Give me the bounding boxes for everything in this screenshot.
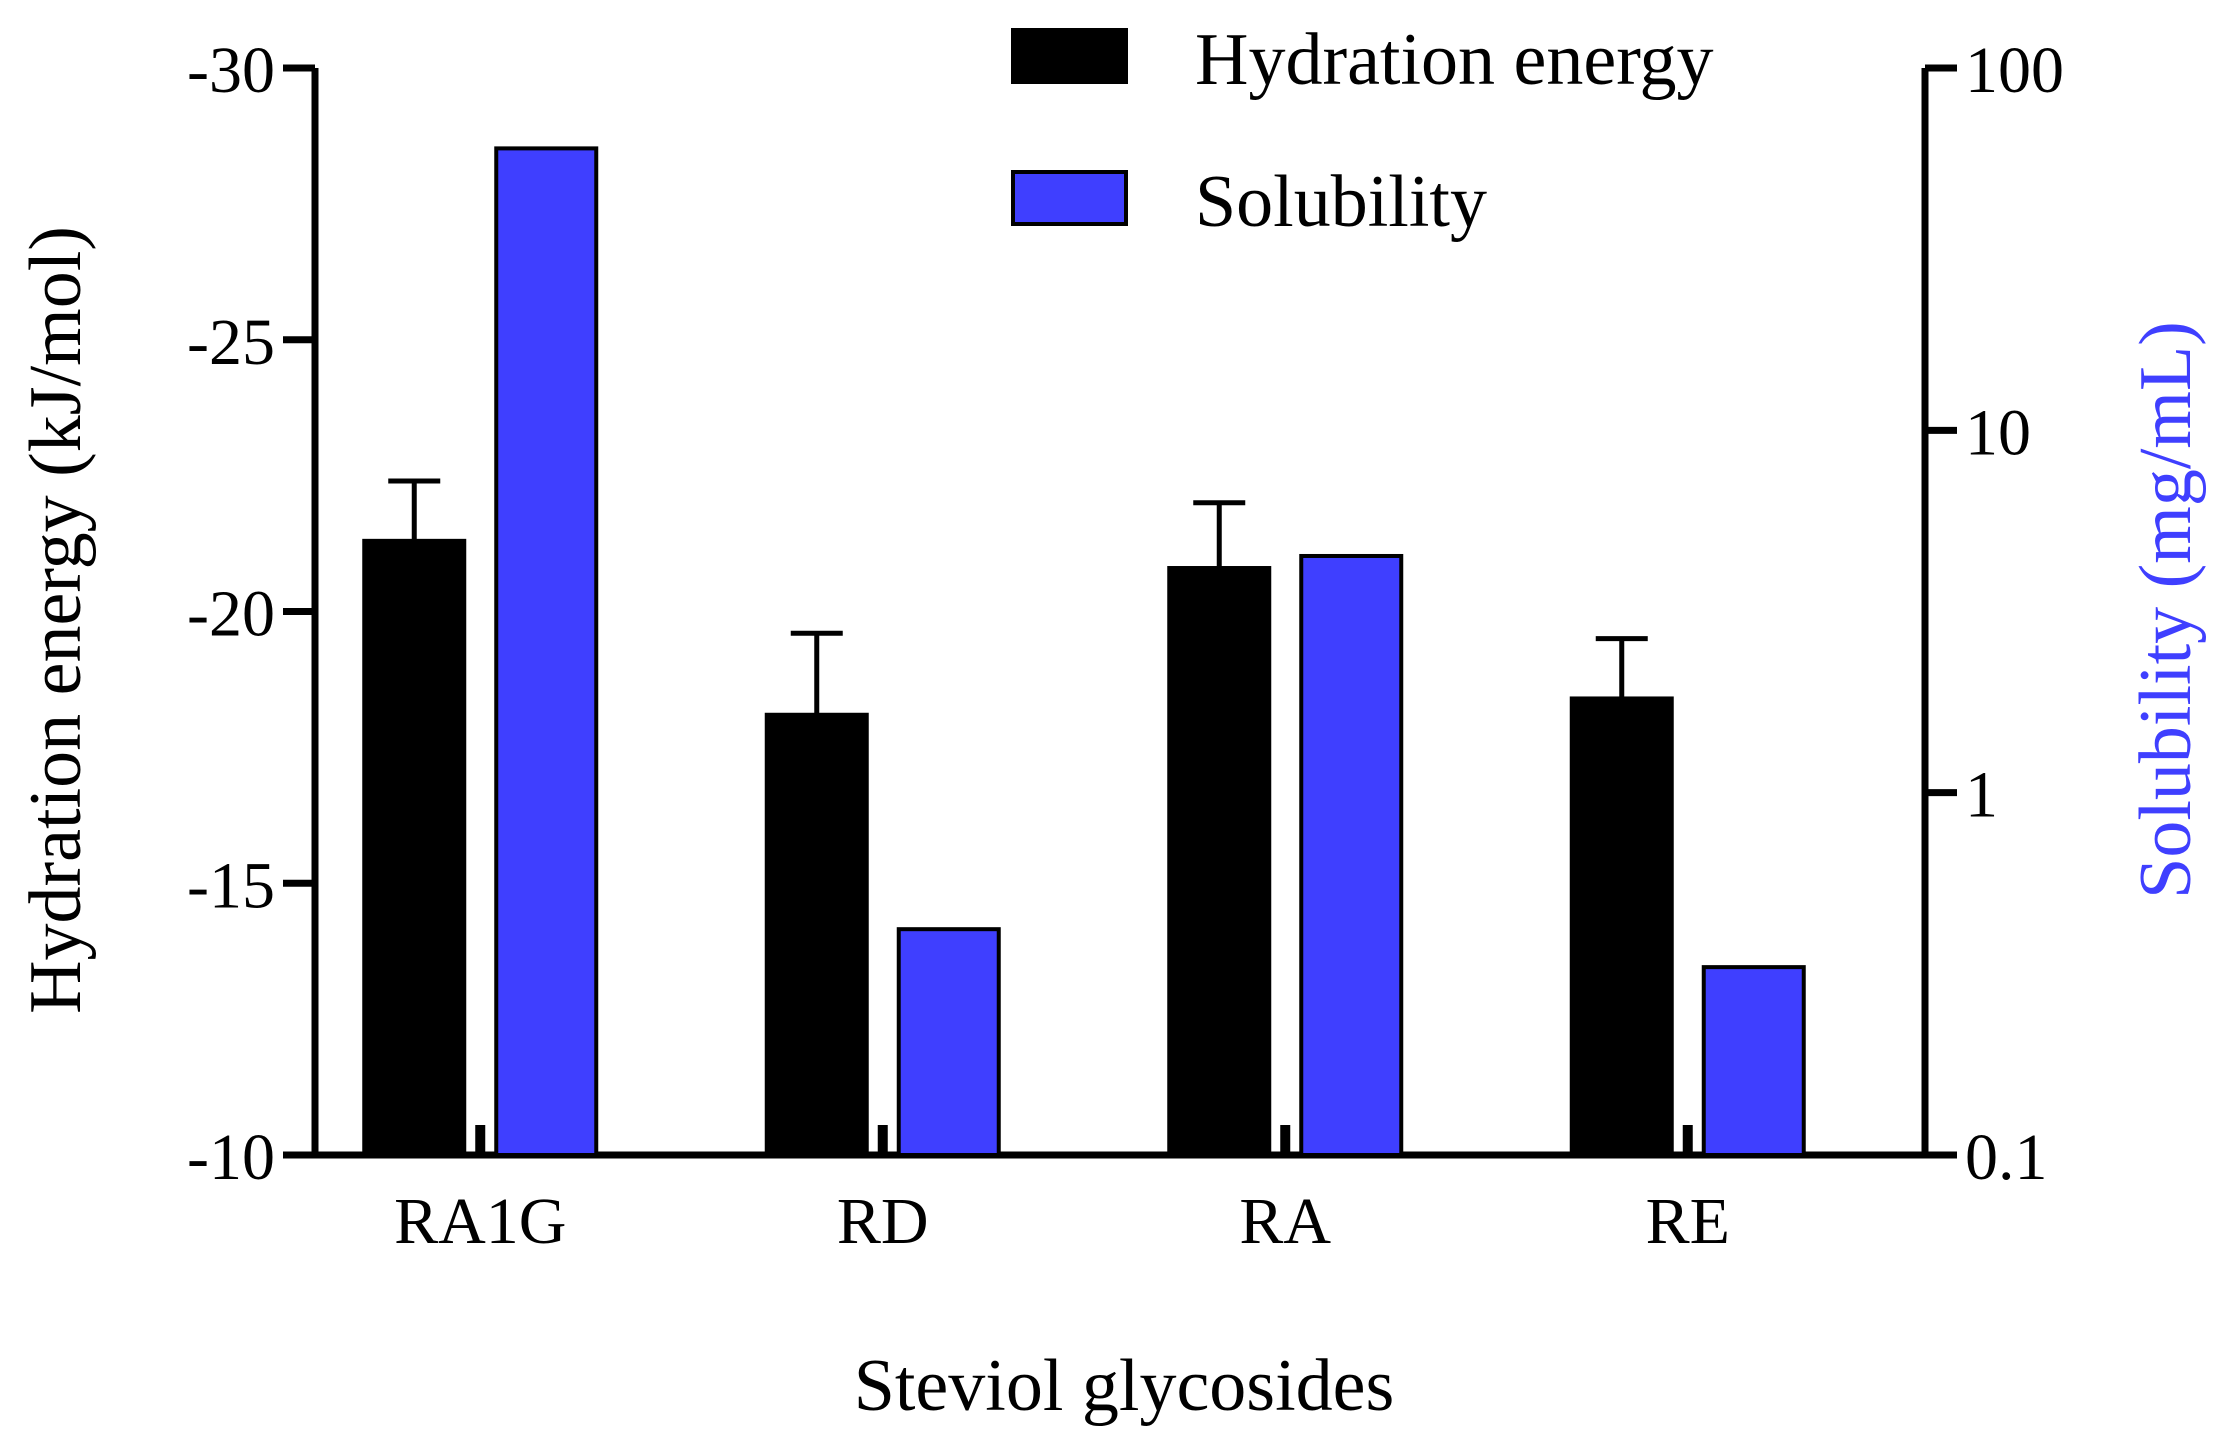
y-tick-label: -25 — [187, 306, 275, 379]
y2-tick-label: 10 — [1965, 396, 2031, 469]
bar-solubility — [1299, 553, 1404, 1157]
x-tick-label: RA — [1239, 1185, 1331, 1258]
y-axis-title: Hydration energy (kJ/mol) — [15, 226, 97, 1014]
bar-hydration-energy — [1569, 696, 1674, 1158]
bar-hydration-energy — [1167, 566, 1272, 1157]
legend-swatch-hydration — [1011, 28, 1128, 84]
plot-area: -30 -25 -20 -15 -10 100 10 1 0.1 RA1G RD RA RE — [187, 34, 2064, 1258]
y-tick-label: -10 — [187, 1121, 275, 1194]
y-tick-label: -15 — [187, 849, 275, 922]
bar-hydration-energy — [764, 712, 869, 1157]
y2-tick-label: 100 — [1965, 34, 2064, 107]
x-tick-label: RD — [837, 1185, 929, 1258]
x-tick-label: RE — [1646, 1185, 1730, 1258]
legend-label-solubility: Solubility — [1195, 161, 1487, 243]
bar-solubility — [1701, 965, 1806, 1157]
legend: Hydration energy Solubility — [1011, 19, 1714, 243]
x-tick-label: RA1G — [394, 1185, 566, 1258]
y-tick-label: -20 — [187, 578, 275, 651]
bar-hydration-energy — [362, 538, 467, 1157]
x-axis-title: Steviol glycosides — [854, 1345, 1395, 1427]
y-tick-label: -30 — [187, 34, 275, 107]
y2-axis-title: Solubility (mg/mL) — [2125, 321, 2207, 899]
legend-swatch-solubility — [1011, 170, 1128, 226]
bar-solubility — [896, 927, 1001, 1158]
y2-tick-label: 1 — [1965, 759, 1998, 832]
legend-label-hydration: Hydration energy — [1195, 19, 1714, 101]
y2-tick-label: 0.1 — [1965, 1121, 2048, 1194]
bar-solubility — [494, 146, 599, 1158]
